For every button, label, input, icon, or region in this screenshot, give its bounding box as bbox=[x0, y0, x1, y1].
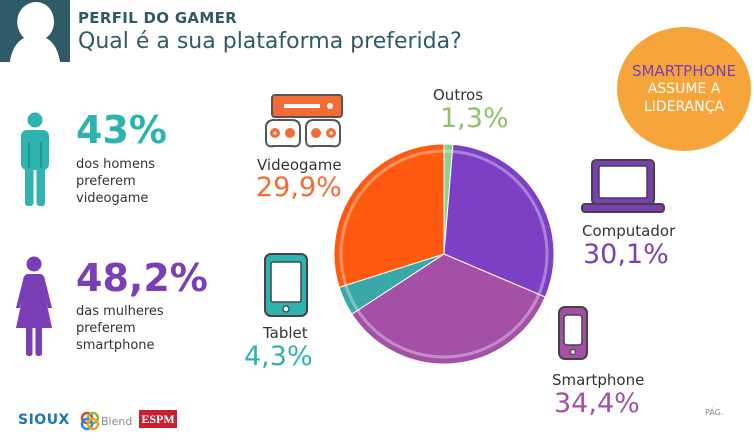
women-stat-line: das mulheres bbox=[76, 304, 164, 319]
men-stat-text: dos homens preferem videogame bbox=[76, 156, 155, 207]
smartphone-icon bbox=[558, 306, 588, 360]
logo-blend: Blend bbox=[101, 415, 133, 428]
label-smartphone-value: 34,4% bbox=[554, 388, 640, 419]
callout-line-2: ASSUME A bbox=[647, 81, 721, 97]
person-head-icon bbox=[0, 0, 70, 62]
women-stat-line: smartphone bbox=[76, 338, 155, 353]
blend-logo-icon bbox=[80, 411, 100, 431]
pie-slice-videogame bbox=[333, 143, 445, 288]
logo-espm: ESPM bbox=[139, 410, 177, 428]
label-computador-name: Computador bbox=[582, 222, 676, 240]
women-stat-text: das mulheres preferem smartphone bbox=[76, 303, 164, 354]
women-stat-line: preferem bbox=[76, 321, 136, 336]
callout-line-1: SMARTPHONE bbox=[631, 62, 737, 80]
tablet-icon bbox=[264, 253, 308, 317]
man-icon bbox=[21, 112, 49, 206]
label-videogame-value: 29,9% bbox=[256, 172, 342, 203]
men-stat-line: videogame bbox=[76, 191, 149, 206]
label-videogame-name: Videogame bbox=[257, 156, 342, 174]
label-tablet-name: Tablet bbox=[263, 324, 308, 342]
men-stat-line: dos homens bbox=[76, 157, 155, 172]
pie-slices bbox=[333, 143, 555, 365]
women-stat-value: 48,2% bbox=[76, 256, 208, 300]
woman-icon bbox=[16, 256, 52, 356]
pie-slice-computador bbox=[443, 143, 555, 298]
platform-pie-chart bbox=[333, 143, 555, 365]
laptop-icon bbox=[581, 159, 665, 213]
logo-sioux: SIOUX bbox=[18, 412, 70, 428]
page-label: PÁG. bbox=[705, 408, 724, 417]
page-title: Qual é a sua plataforma preferida? bbox=[78, 29, 462, 54]
page-kicker: PERFIL DO GAMER bbox=[78, 9, 237, 27]
game-console-icon bbox=[265, 94, 343, 148]
label-outros-value: 1,3% bbox=[440, 103, 509, 134]
pie-highlight-ring bbox=[339, 149, 549, 359]
label-computador-value: 30,1% bbox=[583, 239, 669, 270]
callout-line-3: LIDERANÇA bbox=[643, 99, 725, 115]
men-stat-line: preferem bbox=[76, 174, 136, 189]
label-outros-name: Outros bbox=[433, 86, 484, 104]
pie-slice-smartphone bbox=[351, 253, 546, 365]
callout-badge: SMARTPHONE ASSUME A LIDERANÇA bbox=[617, 27, 751, 151]
label-tablet-value: 4,3% bbox=[244, 341, 313, 372]
label-smartphone-name: Smartphone bbox=[552, 371, 645, 389]
men-stat-value: 43% bbox=[76, 108, 167, 152]
